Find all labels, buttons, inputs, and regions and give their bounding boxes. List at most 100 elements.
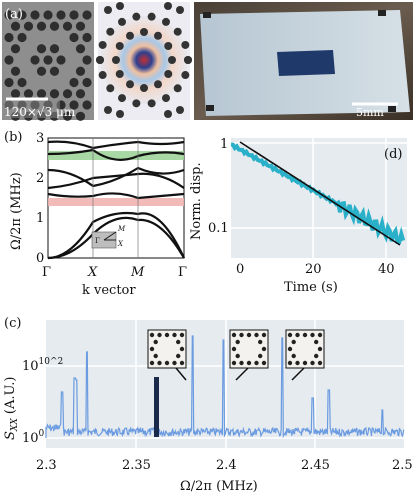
- d-ytick-1: 1: [220, 137, 228, 152]
- panel-c: (c) 1010^2 100 2.: [3, 316, 413, 494]
- mode-hole: [184, 56, 192, 64]
- mode-inset-2: [229, 329, 269, 381]
- mode-hole: [104, 106, 112, 114]
- inset-hole: [291, 353, 296, 359]
- mode-hole: [98, 40, 107, 49]
- sem-hole: [49, 21, 60, 31]
- sem-hole: [49, 66, 60, 76]
- mode-hole: [168, 56, 176, 64]
- sem-hole: [10, 89, 21, 99]
- sem-hole: [62, 21, 73, 31]
- sem-hole: [82, 10, 92, 20]
- inset-hole: [153, 339, 158, 345]
- mode-simulation: [96, 2, 192, 120]
- d-xtick-0: 0: [236, 262, 244, 277]
- sem-hole: [4, 32, 14, 43]
- inset-hole: [149, 332, 155, 338]
- mode-hole: [112, 56, 120, 64]
- inset-gamma: Γ: [95, 237, 100, 245]
- mode-hole: [173, 84, 182, 93]
- marker-peak: [154, 377, 159, 437]
- inset-x: X: [117, 240, 124, 248]
- inset-hole: [172, 332, 177, 338]
- panel-c-label: (c): [4, 316, 21, 331]
- mode-inset-1: [147, 329, 187, 381]
- mode-hole: [181, 40, 190, 49]
- xtick-g2: Γ: [178, 265, 187, 280]
- c-xtick-2.4: 2.4: [216, 458, 237, 473]
- inset-hole: [179, 360, 185, 366]
- inset-hole: [317, 332, 323, 338]
- sem-hole: [10, 44, 21, 54]
- mode-hole: [176, 106, 184, 114]
- mode-hole: [176, 6, 184, 14]
- mode-hole: [118, 94, 126, 103]
- brillouin-inset: M X Γ: [91, 225, 126, 249]
- inset-hole: [176, 339, 181, 345]
- sem-hole: [62, 89, 73, 99]
- inset-hole: [246, 332, 252, 338]
- inset-hole: [295, 332, 300, 338]
- sem-hole: [30, 55, 40, 65]
- d-ytick-0.1: 0.1: [208, 221, 229, 236]
- sem-hole: [75, 89, 86, 99]
- inset-hole: [164, 360, 170, 366]
- inset-hole: [172, 360, 177, 366]
- mode-hole: [106, 84, 115, 93]
- inset-hole: [176, 353, 181, 359]
- d-xtick-40: 40: [378, 262, 395, 277]
- inset-hole: [254, 360, 259, 366]
- inset-hole: [287, 346, 293, 352]
- mode-hole: [118, 17, 126, 26]
- sem-hole: [69, 77, 79, 88]
- sem-hole: [17, 10, 27, 20]
- inset-hole: [314, 353, 319, 359]
- mode-hole: [147, 12, 156, 21]
- inset-hole: [231, 360, 237, 366]
- inset-hole: [261, 346, 267, 352]
- sem-hole: [75, 44, 86, 54]
- sem-hole: [56, 10, 66, 20]
- band-curve: [47, 140, 185, 150]
- xtick-g1: Γ: [42, 265, 51, 280]
- mode-hole: [154, 31, 162, 40]
- sem-hole: [10, 21, 21, 31]
- mode-hole: [132, 99, 141, 108]
- bandgap-red: [48, 198, 184, 206]
- band-curve: [47, 172, 185, 190]
- inset-hole: [157, 332, 162, 338]
- sem-hole: [17, 32, 27, 43]
- sem-hole: [36, 21, 47, 31]
- panel-d: (d) 1 0.1 0 20 40 Norm. disp. Time (s): [189, 137, 407, 295]
- panel-d-xlabel: Time (s): [284, 280, 338, 295]
- inset-hole: [258, 339, 263, 345]
- ytick-1: 1: [36, 211, 44, 226]
- mode-hole: [116, 110, 124, 118]
- mode-hole: [164, 70, 173, 78]
- inset-hole: [149, 360, 155, 366]
- sem-hole: [36, 66, 47, 76]
- mode-hole: [140, 28, 148, 36]
- mode-hole: [104, 6, 112, 14]
- inset-hole: [314, 339, 319, 345]
- inset-hole: [164, 332, 170, 338]
- panel-c-ylabel: SXX (A.U.): [3, 377, 20, 440]
- c-xtick-2.35: 2.35: [122, 458, 151, 473]
- mode-hole: [147, 99, 156, 108]
- mode-hole: [126, 80, 134, 89]
- sem-hole: [43, 10, 53, 20]
- inset-hole: [317, 346, 323, 352]
- sem-hole: [69, 100, 79, 110]
- mode-hole: [181, 71, 190, 80]
- inset-hole: [302, 332, 308, 338]
- sem-image: 120×√3 μm (a): [2, 2, 94, 121]
- spectrum-trace: [45, 335, 405, 439]
- inset-hole: [295, 360, 300, 366]
- sem-hole: [36, 44, 47, 54]
- inset-hole: [254, 332, 259, 338]
- sem-hole: [69, 32, 79, 43]
- inset-hole: [231, 346, 237, 352]
- mode-hole: [132, 12, 141, 21]
- mode-hole: [115, 42, 124, 50]
